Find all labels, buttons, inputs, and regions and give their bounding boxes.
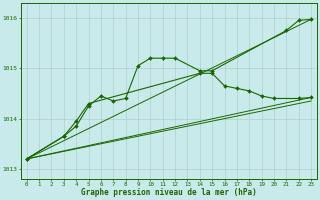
X-axis label: Graphe pression niveau de la mer (hPa): Graphe pression niveau de la mer (hPa)	[81, 188, 257, 197]
